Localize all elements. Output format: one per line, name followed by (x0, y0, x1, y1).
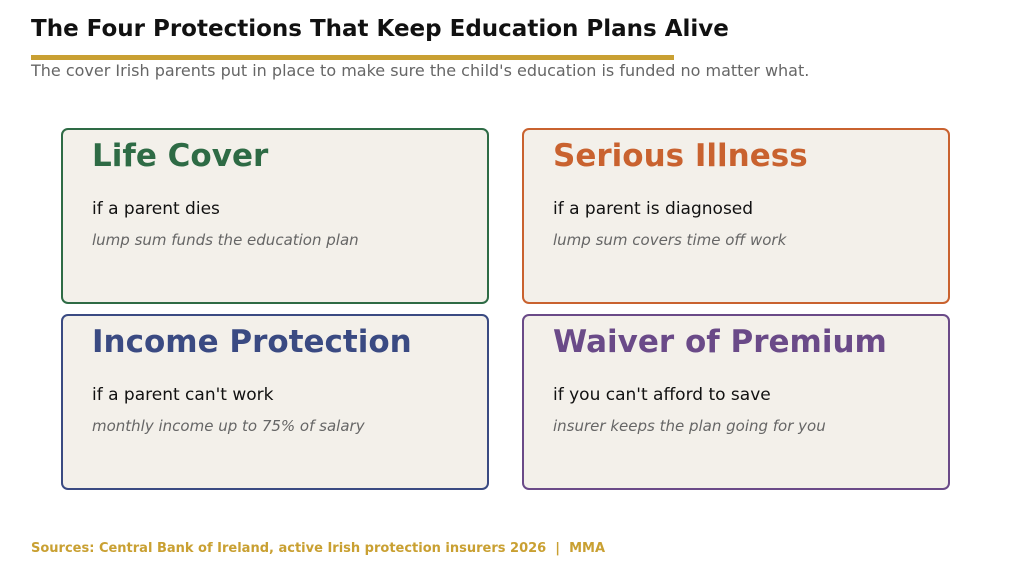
title-rule (31, 55, 674, 60)
card: Life Cover if a parent dies lump sum funds… (61, 128, 489, 304)
subtitle: The cover Irish parents put in place to … (31, 61, 810, 80)
card-benefit: lump sum funds the education plan (92, 231, 359, 249)
card: Serious Illness if a parent is diagnosed l… (522, 128, 950, 304)
title: The Four Protections That Keep Education… (31, 16, 729, 42)
card-condition: if a parent can't work (92, 385, 274, 405)
card-benefit: insurer keeps the plan going for you (553, 417, 826, 435)
card-condition: if you can't afford to save (553, 385, 771, 405)
card-condition: if a parent is diagnosed (553, 199, 754, 219)
card-condition: if a parent dies (92, 199, 220, 219)
card: Income Protection if a parent can't work m… (61, 314, 489, 490)
source: Sources: Central Bank of Ireland, active… (31, 541, 606, 556)
card-title: Life Cover (92, 138, 269, 174)
card-benefit: lump sum covers time off work (553, 231, 787, 249)
card-title: Serious Illness (553, 138, 808, 174)
card-title: Waiver of Premium (553, 324, 887, 360)
card: Waiver of Premium if you can't afford to … (522, 314, 950, 490)
card-benefit: monthly income up to 75% of salary (92, 417, 365, 435)
card-title: Income Protection (92, 324, 412, 360)
